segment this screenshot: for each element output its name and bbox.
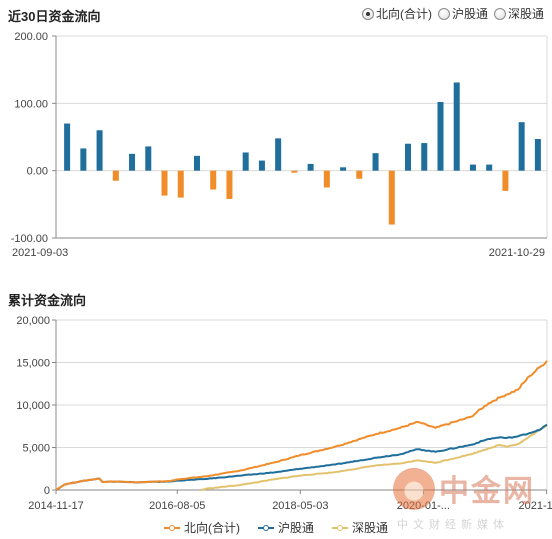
top-bar-5 [145,146,152,171]
top-bar-12 [258,160,265,171]
radio-north-button[interactable] [361,7,374,20]
series-radio-group: 北向(合计) 沪股通 深股通 [361,5,544,22]
watermark-sub: 中文财经新媒体 [397,519,509,531]
bottom-y-tick-label: 10,000 [16,400,50,412]
legend-sh-label: 沪股通 [277,521,314,535]
top-bar-21 [405,143,412,171]
legend-sz-swatch [332,524,348,531]
radio-sz-label: 深股通 [507,7,544,21]
top-y-tick-label: 100.00 [14,98,48,110]
top-bar-20 [388,170,395,225]
watermark: 中金网 中文财经新媒体 [393,466,545,531]
top-y-tick-label: 0.00 [27,166,48,178]
top-bar-27 [502,170,509,191]
top-bar-7 [177,170,184,198]
top-bar-4 [129,153,136,171]
top-bar-1 [80,148,87,171]
top-bar-23 [437,101,444,171]
legend-item-sz[interactable]: 深股通 [332,519,388,536]
legend: 北向(合计) 沪股通 深股通 [0,519,552,536]
bottom-x-tick-label: 2018-05-03 [272,500,328,512]
legend-sz-label: 深股通 [352,521,389,535]
top-bar-29 [534,139,541,171]
top-bar-6 [161,170,168,196]
top-bar-19 [372,153,379,171]
legend-item-north[interactable]: 北向(合计) [163,519,240,536]
top-bar-26 [486,164,493,171]
radio-sh-label: 沪股通 [451,7,488,21]
top-x-tick-label-start: 2021-09-03 [12,247,68,259]
top-bar-10 [226,170,233,199]
top-bar-18 [356,170,363,179]
top-bar-25 [469,164,476,171]
top-x-tick-label-end: 2021-10-29 [489,247,545,259]
top-y-tick-label: -100.00 [11,233,48,245]
top-bar-16 [323,170,330,188]
top-bar-24 [453,82,460,171]
watermark-cn: 中金网 [439,474,535,509]
top-bar-11 [242,152,249,171]
top-bar-13 [275,138,282,171]
top-y-tick-label: 200.00 [14,31,48,43]
legend-sh-swatch [257,524,274,531]
top-chart-title: 近30日资金流向 [8,9,101,24]
bottom-y-tick-label: 0 [44,485,50,497]
top-bar-28 [518,122,525,171]
top-bar-15 [307,163,314,171]
top-bar-0 [64,123,71,171]
top-bar-2 [96,130,103,171]
bottom-x-tick-label: 2016-08-05 [149,500,205,512]
radio-north-label: 北向(合计) [375,7,432,21]
legend-item-sh[interactable]: 沪股通 [257,519,314,536]
radio-sz[interactable]: 深股通 [493,5,544,22]
watermark-logo-icon [393,468,435,510]
legend-north-label: 北向(合计) [183,521,240,535]
top-bar-3 [112,170,119,181]
bottom-x-tick-label: 2021-10-27 [518,500,552,512]
line-sz [200,424,548,491]
top-bar-9 [210,170,217,190]
line-north [55,360,548,491]
bottom-y-tick-label: 5,000 [22,443,50,455]
bottom-chart-title: 累计资金流向 [8,293,87,308]
radio-sz-button[interactable] [493,7,506,20]
radio-sh-button[interactable] [437,7,450,20]
top-bar-17 [340,167,347,171]
bottom-y-tick-label: 20,000 [16,315,50,327]
radio-north[interactable]: 北向(合计) [361,5,432,22]
top-bar-8 [193,155,200,171]
bottom-x-tick-label: 2014-11-17 [28,500,83,512]
legend-north-swatch [163,524,180,531]
radio-sh[interactable]: 沪股通 [437,5,488,22]
top-bar-14 [291,170,298,173]
bottom-y-tick-label: 15,000 [16,358,50,370]
top-bar-22 [421,143,428,171]
